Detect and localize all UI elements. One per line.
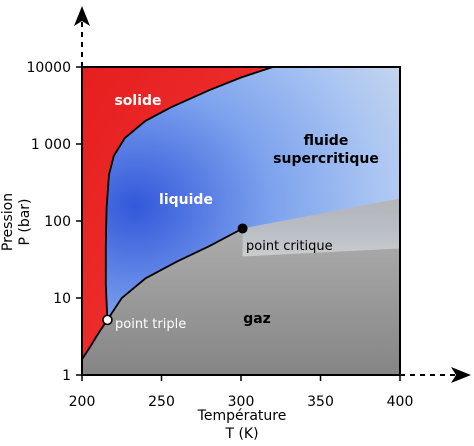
label-point-triple: point triple <box>115 317 186 332</box>
curve-vaporisation <box>106 227 244 321</box>
curve-sublimation <box>82 319 109 360</box>
label-supercritique: supercritique <box>273 151 379 167</box>
x-tick-label: 350 <box>307 394 334 410</box>
curve-fusion <box>104 67 274 320</box>
x-axis-title-line1: Température <box>197 408 287 424</box>
label-gaz: gaz <box>243 311 271 327</box>
label-liquide: liquide <box>159 192 213 208</box>
region-liquide-supercritique <box>105 67 400 320</box>
x-tick-label: 200 <box>69 394 96 410</box>
point-triple-marker <box>102 314 113 326</box>
y-tick-label: 100 <box>44 214 71 230</box>
y-tick-label: 1 <box>62 368 71 384</box>
x-tick-label: 400 <box>387 394 414 410</box>
x-tick-label: 300 <box>228 394 255 410</box>
y-axis-title-line2: P (bar) <box>17 198 33 245</box>
x-tick-label: 250 <box>148 394 175 410</box>
point-critique-marker <box>237 223 248 234</box>
y-axis-title-line1: Pression <box>0 193 16 251</box>
x-axis-arrowhead <box>451 367 471 383</box>
y-axis-arrowhead <box>74 6 90 26</box>
y-tick-label: 10000 <box>26 60 71 76</box>
y-tick-label: 1 000 <box>31 137 71 153</box>
label-fluide: fluide <box>304 133 349 149</box>
label-solide: solide <box>114 93 161 109</box>
region-transition <box>242 198 400 257</box>
region-solide <box>82 67 273 375</box>
label-point-critique: point critique <box>246 239 333 254</box>
y-tick-label: 10 <box>53 291 71 307</box>
x-axis-title-line2: T (K) <box>224 426 258 442</box>
